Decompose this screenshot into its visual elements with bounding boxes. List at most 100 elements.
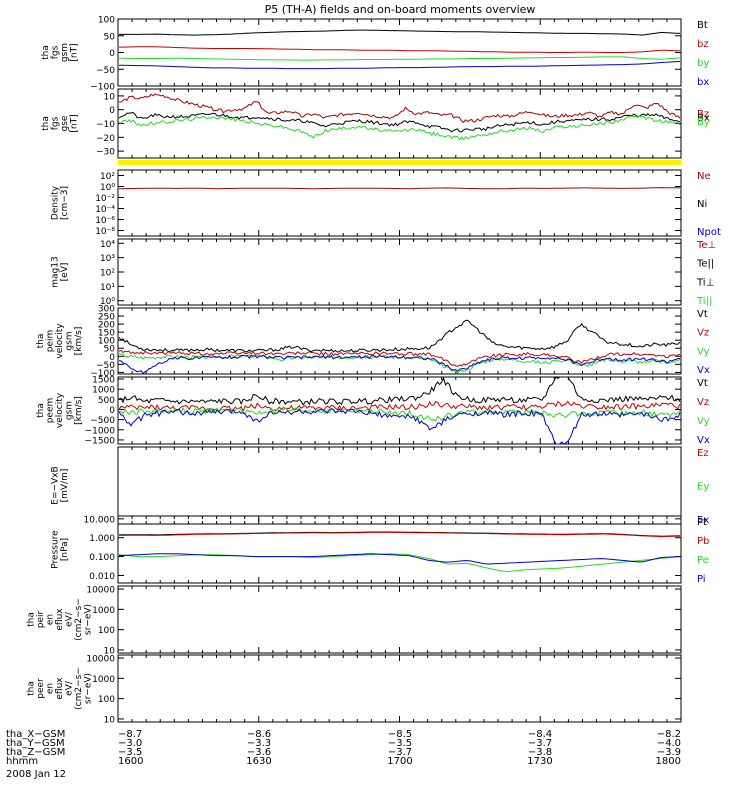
x-axis-value: −3.9 (657, 747, 681, 758)
x-axis-row-name: hhmm (6, 756, 38, 767)
y-tick-label: −100 (90, 83, 115, 93)
panel-e-field: E=−VxB [mV/m] Ez Ey Ex (50, 446, 709, 526)
y-axis-label-line: peir (36, 610, 46, 628)
y-axis-label-line: eV/ (65, 611, 75, 627)
panel-frame (117, 654, 682, 723)
legend-entry: Bx (697, 113, 710, 124)
x-axis-value: −3.6 (247, 747, 271, 758)
y-tick-label: 100 (98, 626, 115, 636)
panel-peer-eflux: 10000 1000 100 10 tha peer en eflux eV/(cm2−s− sr… (27, 654, 682, 725)
legend-entry: Vt (697, 309, 708, 320)
panel-frame (117, 169, 682, 237)
y-axis-label-line: tha (27, 612, 37, 627)
legend-entry: Vx (697, 435, 710, 446)
y-axis-label-line: tha (41, 45, 51, 60)
x-axis-row-name: tha_Y−GSM (6, 738, 65, 749)
legend-entry: By (697, 117, 710, 128)
y-tick-label: 10⁻⁸ (95, 227, 115, 237)
y-tick-label: −50 (96, 361, 115, 371)
series-line (118, 187, 681, 190)
y-tick-label: 100 (98, 16, 115, 26)
legend-entry: Vy (697, 416, 710, 427)
x-axis-value: 1600 (118, 756, 143, 767)
panel-temp: 10⁴ 10³ 10² 10¹ 10⁰ mag13 [eV] Te⊥ Te|| Ti⊥ Ti|| (50, 238, 716, 307)
series-line (119, 46, 681, 53)
x-axis-value: −3.7 (528, 738, 552, 749)
y-tick-label: 10³ (100, 254, 115, 264)
y-axis-label-line: velocity (55, 323, 65, 359)
y-tick-label: 1500 (92, 376, 115, 386)
y-axis-label-line: eV/ (65, 680, 75, 696)
series-line (118, 61, 681, 70)
x-axis-labels: tha_X−GSM −8.7 −8.6 −8.5 −8.4 −8.2 tha_Y−GSM −3… (6, 729, 681, 767)
y-axis-label-line: peim (46, 330, 56, 353)
legend-entry: Npot (697, 227, 721, 238)
series-line (118, 111, 681, 133)
legend-entry: bz (697, 39, 709, 50)
legend-entry: Pt (697, 517, 707, 528)
series-line (118, 349, 681, 367)
x-axis-value: 1630 (246, 756, 271, 767)
x-axis-value: −3.0 (118, 738, 142, 749)
legend-entry: by (697, 58, 709, 69)
x-axis-value: −8.4 (528, 729, 552, 740)
panel-frame (117, 238, 682, 306)
y-axis-label-line: gse (60, 115, 70, 131)
series-line (118, 115, 681, 141)
legend-entry: Bt (697, 20, 708, 31)
y-tick-label: 10⁰ (100, 183, 115, 193)
x-axis-value: 1800 (656, 756, 681, 767)
y-tick-label: 50 (104, 345, 116, 355)
y-axis-label-line: [eV] (60, 263, 70, 282)
y-axis-label-line: fgs (50, 116, 60, 130)
panel-frame (117, 515, 682, 584)
y-tick-label: 0.100 (89, 553, 115, 563)
x-axis-row-name: tha_X−GSM (6, 729, 65, 740)
series-line (118, 93, 681, 123)
series-line (118, 354, 681, 375)
y-axis-label-line: sr−eV) (84, 673, 94, 704)
y-axis-label-line: [nPa] (60, 538, 70, 561)
y-tick-label: 0 (109, 106, 115, 116)
y-axis-label-line: [cm−3] (60, 186, 70, 220)
y-tick-label: −1500 (85, 436, 116, 446)
y-tick-label: 1000 (92, 606, 115, 616)
legend-entry: Vy (697, 346, 710, 357)
series-line (118, 400, 681, 413)
y-tick-label: 0 (109, 353, 115, 363)
y-axis-label-line: tha (41, 116, 51, 131)
y-tick-label: −1000 (85, 426, 116, 436)
legend-entry: Vt (697, 378, 708, 389)
panel-pressure: 10.000 1.000 0.100 0.010 Pressure [nPa] Pt Pb Pe… (50, 515, 709, 585)
legend-entry: Vz (697, 397, 709, 408)
legend-entry: Te⊥ (696, 240, 716, 251)
y-axis-label-line: eflux (55, 677, 65, 700)
y-tick-label: 250 (98, 313, 115, 323)
y-tick-label: 10⁴ (100, 240, 115, 250)
legend-entry: Pe (697, 555, 709, 566)
y-axis-label-line: [mV/m] (60, 469, 70, 503)
y-tick-label: 150 (98, 329, 115, 339)
y-tick-label: 0 (109, 49, 115, 59)
series-line (118, 553, 681, 573)
y-axis-label-line: gsm (65, 401, 75, 420)
y-axis-label-line: peem (46, 398, 56, 424)
y-axis-label-line: (cm2−s− (74, 667, 84, 710)
y-axis-label-line: [km/s] (74, 396, 84, 425)
x-axis-value: −3.3 (247, 738, 271, 749)
y-tick-label: 10⁻² (95, 194, 115, 204)
legend-entry: Vx (697, 365, 710, 376)
y-axis-label-line: mag13 (50, 256, 60, 287)
y-axis-label-line: Density (50, 185, 60, 220)
legend-entry: Ti⊥ (696, 277, 714, 288)
x-axis-value: −4.0 (657, 738, 681, 749)
x-axis-value: −8.2 (657, 729, 681, 740)
x-axis-value: 1730 (527, 756, 552, 767)
y-axis-label-line: tha (36, 403, 46, 418)
x-axis-row-name: tha_Z−GSM (6, 747, 65, 758)
y-tick-label: −500 (90, 416, 115, 426)
panel-fgs-gsm: 100 50 0 −50 −100 tha fgs gsm [nT] Bt bz by bx (41, 16, 710, 93)
y-axis-label-line: gsm (60, 43, 70, 62)
